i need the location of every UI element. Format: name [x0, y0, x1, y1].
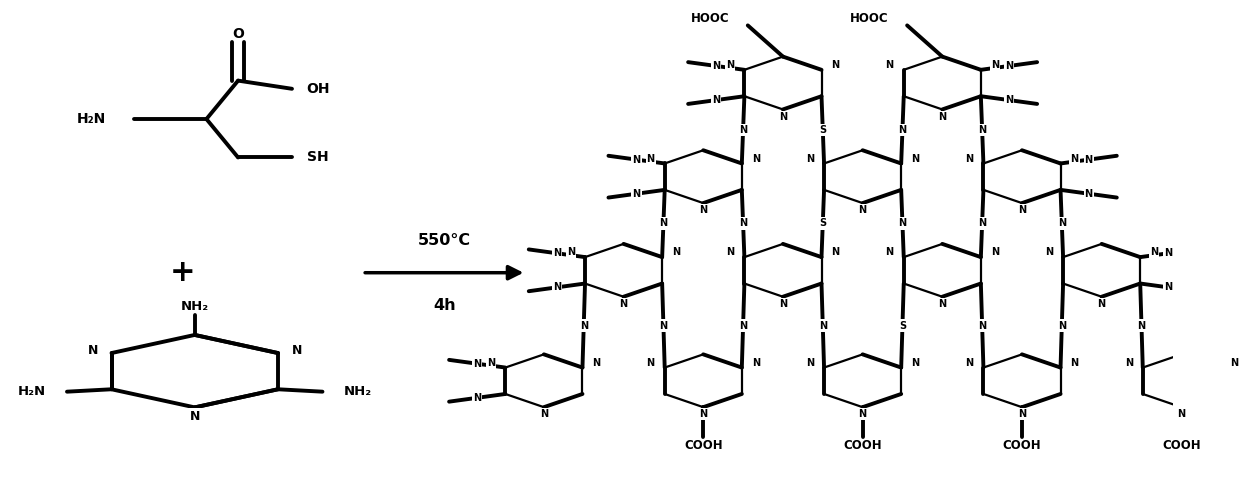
Text: N: N	[1164, 248, 1172, 258]
Text: N: N	[978, 125, 986, 135]
Text: +: +	[170, 258, 196, 287]
Text: N: N	[632, 155, 641, 165]
Text: N: N	[1045, 247, 1053, 257]
Text: H₂N: H₂N	[77, 112, 107, 126]
Text: SH: SH	[308, 151, 329, 164]
Text: N: N	[190, 410, 200, 423]
Text: N: N	[1151, 247, 1158, 257]
Text: N: N	[739, 125, 748, 135]
Text: N: N	[291, 344, 301, 357]
Text: N: N	[474, 359, 481, 369]
Text: N: N	[751, 358, 760, 368]
Text: N: N	[911, 154, 919, 164]
Text: N: N	[1097, 299, 1106, 309]
Text: N: N	[1125, 358, 1133, 368]
Text: N: N	[646, 358, 655, 368]
Text: NH₂: NH₂	[181, 299, 208, 313]
Text: N: N	[727, 60, 734, 70]
Text: N: N	[712, 61, 720, 71]
Text: S: S	[820, 125, 826, 135]
Text: N: N	[620, 299, 627, 309]
Text: N: N	[699, 410, 707, 419]
Text: N: N	[818, 321, 827, 330]
Text: N: N	[978, 218, 986, 228]
Text: HOOC: HOOC	[691, 12, 729, 25]
Text: N: N	[858, 205, 867, 215]
Text: OH: OH	[306, 82, 330, 96]
Text: N: N	[1004, 61, 1013, 71]
Text: N: N	[646, 154, 655, 164]
Text: N: N	[712, 95, 720, 105]
Text: N: N	[1058, 321, 1066, 330]
Text: N: N	[739, 218, 748, 228]
Text: O: O	[232, 27, 244, 41]
Text: 4h: 4h	[433, 298, 455, 313]
Text: HOOC: HOOC	[851, 12, 889, 25]
Text: N: N	[1085, 189, 1092, 199]
Text: N: N	[965, 154, 973, 164]
Text: N: N	[699, 205, 707, 215]
Text: NH₂: NH₂	[343, 385, 372, 398]
Text: N: N	[672, 247, 681, 257]
Text: N: N	[991, 60, 999, 70]
Text: N: N	[899, 125, 906, 135]
Text: COOH: COOH	[843, 439, 882, 452]
Text: N: N	[1018, 410, 1025, 419]
Text: N: N	[1177, 410, 1185, 419]
Text: H₂N: H₂N	[17, 385, 46, 398]
Text: COOH: COOH	[684, 439, 723, 452]
Text: N: N	[632, 189, 641, 199]
Text: N: N	[899, 218, 906, 228]
Text: N: N	[739, 321, 748, 330]
Text: N: N	[1018, 205, 1025, 215]
Text: N: N	[1137, 321, 1146, 330]
Text: N: N	[579, 321, 588, 330]
Text: N: N	[991, 247, 999, 257]
Text: N: N	[779, 112, 787, 122]
Text: N: N	[779, 299, 787, 309]
Text: N: N	[1230, 358, 1238, 368]
Text: N: N	[806, 358, 815, 368]
Text: N: N	[1164, 283, 1172, 292]
Text: N: N	[939, 112, 946, 122]
Text: N: N	[727, 247, 734, 257]
Text: N: N	[911, 358, 919, 368]
Text: N: N	[567, 247, 575, 257]
Text: 550°C: 550°C	[418, 232, 471, 248]
Text: N: N	[660, 321, 667, 330]
Text: N: N	[885, 60, 894, 70]
Text: S: S	[820, 218, 826, 228]
Text: N: N	[593, 358, 600, 368]
Text: COOH: COOH	[1003, 439, 1042, 452]
Text: N: N	[832, 60, 839, 70]
Text: N: N	[751, 154, 760, 164]
Text: N: N	[553, 283, 560, 292]
Text: N: N	[965, 358, 973, 368]
Text: N: N	[978, 321, 986, 330]
Text: N: N	[1070, 358, 1079, 368]
Text: COOH: COOH	[1162, 439, 1200, 452]
Text: N: N	[88, 344, 98, 357]
Text: N: N	[1058, 218, 1066, 228]
Text: N: N	[553, 248, 560, 258]
Text: N: N	[885, 247, 894, 257]
Text: N: N	[832, 247, 839, 257]
Text: N: N	[1085, 155, 1092, 165]
Text: N: N	[1004, 95, 1013, 105]
Text: N: N	[487, 358, 495, 368]
Text: N: N	[1070, 154, 1079, 164]
Text: N: N	[474, 393, 481, 403]
Text: N: N	[939, 299, 946, 309]
Text: N: N	[660, 218, 667, 228]
Text: N: N	[858, 410, 867, 419]
Text: N: N	[806, 154, 815, 164]
Text: N: N	[539, 410, 548, 419]
Text: S: S	[899, 321, 906, 330]
